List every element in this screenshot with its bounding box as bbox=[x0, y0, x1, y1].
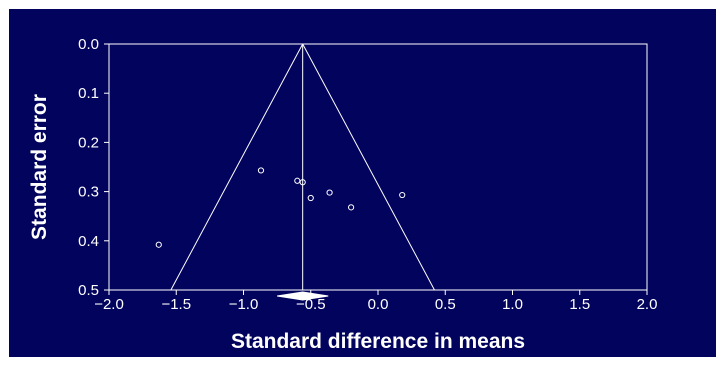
x-tick-label: −1.5 bbox=[161, 296, 191, 313]
study-point-6 bbox=[326, 189, 333, 196]
x-tick-label: 1.5 bbox=[569, 296, 590, 313]
x-tick-label: 1.0 bbox=[502, 296, 523, 313]
study-point-5 bbox=[307, 194, 314, 202]
plot-frame bbox=[108, 43, 648, 291]
x-axis-ticks: −2.0 −1.5 −1.0 −0.5 0.0 0.5 1.0 1.5 2.0 bbox=[94, 290, 657, 313]
summary-diamond bbox=[277, 291, 329, 301]
study-point-1 bbox=[155, 241, 162, 248]
study-point-8 bbox=[399, 191, 406, 199]
y-tick-label: 0.0 bbox=[78, 36, 99, 53]
funnel-plot: −2.0 −1.5 −1.0 −0.5 0.0 0.5 1.0 1.5 2.0 0.0 0.1 0.… bbox=[9, 9, 716, 357]
study-point-3 bbox=[294, 177, 301, 184]
x-tick-label: 0.0 bbox=[368, 296, 389, 313]
funnel-left-line bbox=[170, 43, 304, 291]
x-tick-label: −2.0 bbox=[94, 296, 124, 313]
x-tick-label: 0.5 bbox=[435, 296, 456, 313]
funnel-plot-svg: −2.0 −1.5 −1.0 −0.5 0.0 0.5 1.0 1.5 2.0 0.00.10.… bbox=[28, 36, 657, 353]
x-tick-label: −1.0 bbox=[229, 296, 259, 313]
study-point-7 bbox=[348, 204, 355, 211]
x-tick-label: 2.0 bbox=[637, 296, 658, 313]
funnel-lines bbox=[170, 43, 435, 291]
x-axis-title: Standard difference in means bbox=[231, 330, 525, 353]
x-tick-label: −0.5 bbox=[296, 296, 326, 313]
y-axis-title: Standard error bbox=[28, 94, 51, 240]
summary-diamond-group bbox=[277, 291, 329, 301]
y-tick-label: 0.3 bbox=[78, 184, 99, 201]
funnel-right-line bbox=[302, 43, 435, 291]
study-point-4 bbox=[299, 179, 306, 186]
y-tick-label: 0.5 bbox=[78, 282, 99, 299]
study-point-2 bbox=[257, 167, 265, 174]
y-tick-label: 0.4 bbox=[78, 233, 99, 250]
y-tick-label: 0.2 bbox=[78, 134, 99, 151]
y-axis-ticks: 0.0 0.1 0.2 0.3 0.4 0.5 bbox=[78, 36, 109, 299]
study-points bbox=[155, 167, 406, 248]
y-tick-label: 0.1 bbox=[78, 85, 99, 102]
